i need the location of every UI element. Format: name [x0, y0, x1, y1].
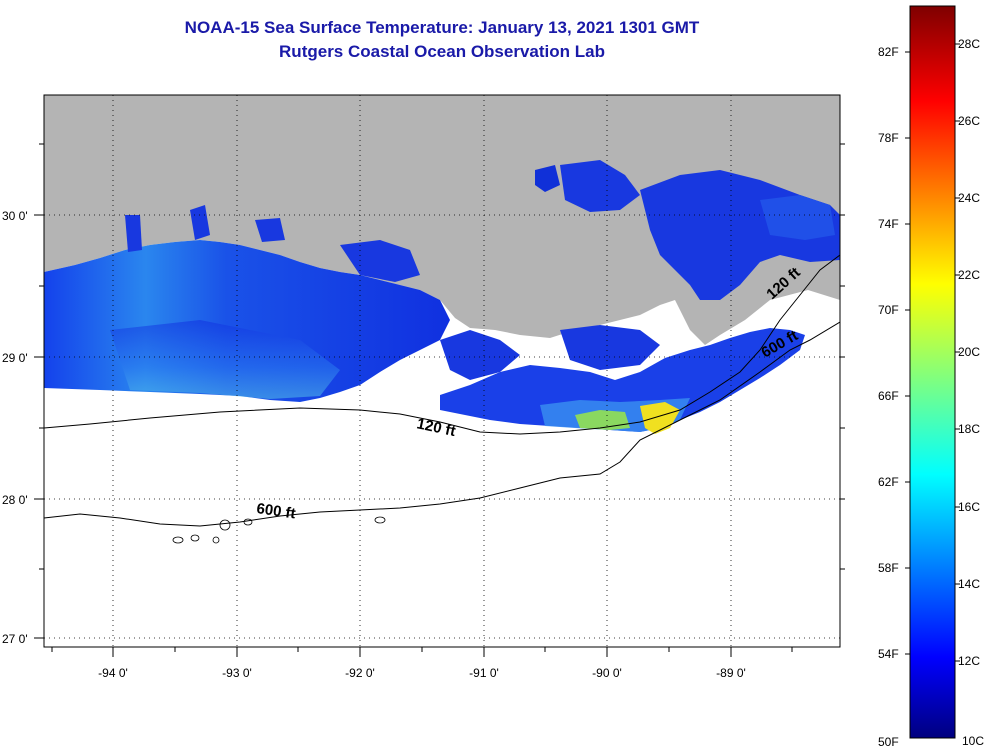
lon-label: -93 0': [222, 666, 252, 680]
graticule: [44, 95, 840, 647]
seamount-outlines: [172, 516, 386, 544]
colorbar-c-label: 16C: [958, 500, 980, 514]
colorbar-f-label: 74F: [878, 217, 899, 231]
colorbar-f-label: 58F: [878, 561, 899, 575]
map-subtitle: Rutgers Coastal Ocean Observation Lab: [279, 42, 605, 61]
lat-label: 30 0': [2, 209, 28, 223]
colorbar-c-label: 10C: [962, 734, 984, 748]
water-estuary-1: [535, 165, 560, 192]
axis-ticks: [34, 143, 845, 657]
colorbar-ticks: [905, 43, 960, 662]
water-warm-patch-green: [575, 410, 630, 430]
water-estuary-9: [440, 330, 520, 380]
lat-label: 29 0': [2, 351, 28, 365]
water-warm-patch-yellow: [640, 402, 680, 434]
colorbar-f-label: 78F: [878, 131, 899, 145]
colorbar-f-label: 50F: [878, 735, 899, 749]
colorbar-f-label: 62F: [878, 475, 899, 489]
water-east-shelf: [440, 328, 805, 432]
water-estuary-2: [560, 160, 640, 212]
lon-label: -91 0': [469, 666, 499, 680]
water-estuary-6: [255, 218, 285, 242]
colorbar-c-label: 20C: [958, 345, 980, 359]
colorbar-f-label: 54F: [878, 647, 899, 661]
colorbar-c-label: 12C: [958, 654, 980, 668]
water-estuary-7: [190, 205, 210, 240]
contour-label-600ft: 600 ft: [255, 500, 296, 522]
map-frame: [43, 94, 841, 648]
water-estuary-8: [125, 215, 142, 252]
colorbar: [909, 5, 956, 739]
water-estuary-10: [560, 325, 660, 370]
lat-label: 27 0': [2, 632, 28, 646]
colorbar-f-label: 82F: [878, 45, 899, 59]
colorbar-f-label: 66F: [878, 389, 899, 403]
lon-label: -90 0': [592, 666, 622, 680]
colorbar-c-label: 14C: [958, 577, 980, 591]
water-estuary-4: [760, 195, 835, 240]
lat-label: 28 0': [2, 493, 28, 507]
colorbar-c-label: 28C: [958, 37, 980, 51]
contour-600ft: [44, 321, 840, 527]
map-title: NOAA-15 Sea Surface Temperature: January…: [184, 18, 700, 37]
colorbar-c-label: 18C: [958, 422, 980, 436]
lon-label: -89 0': [716, 666, 746, 680]
lon-label: -94 0': [98, 666, 128, 680]
water-west-shelf-warm: [110, 320, 340, 399]
colorbar-c-label: 24C: [958, 191, 980, 205]
colorbar-f-label: 70F: [878, 303, 899, 317]
colorbar-c-label: 22C: [958, 268, 980, 282]
land-mass: [44, 95, 840, 345]
colorbar-c-label: 26C: [958, 114, 980, 128]
lon-label: -92 0': [345, 666, 375, 680]
contour-120ft-west: [44, 254, 840, 435]
